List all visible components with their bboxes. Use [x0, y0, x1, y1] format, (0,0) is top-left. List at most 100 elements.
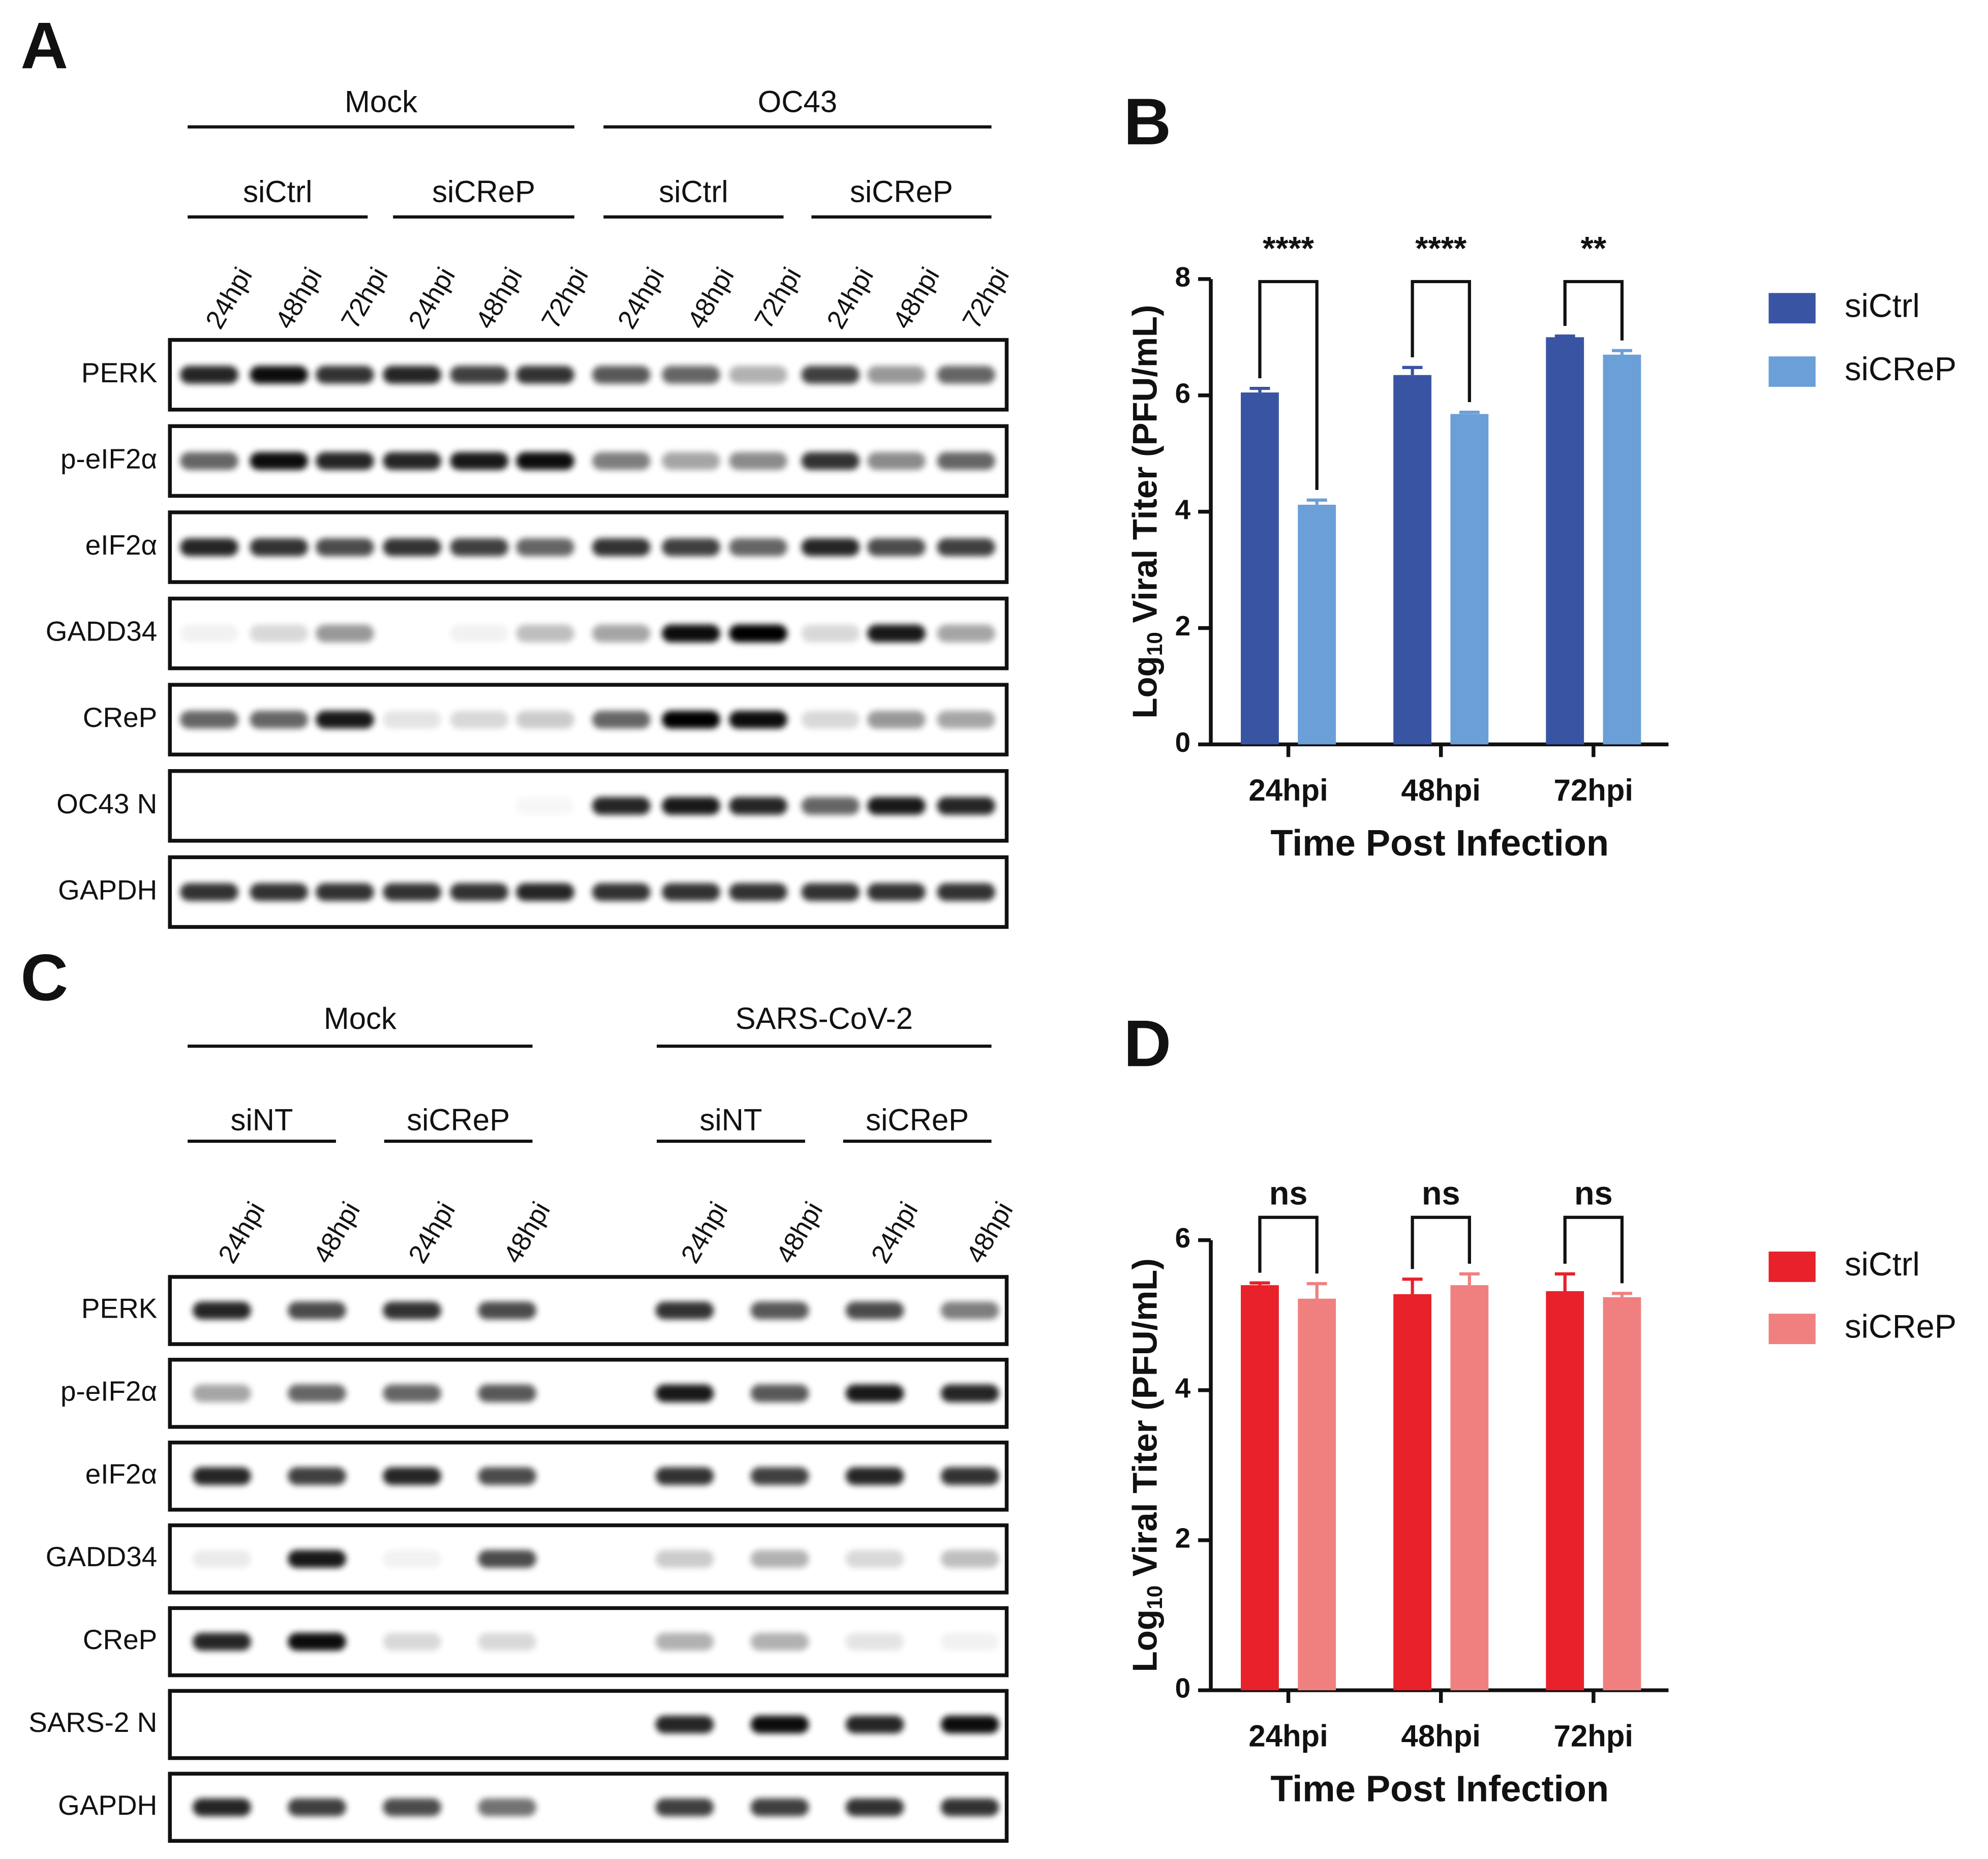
y-tick-label: 4 [1175, 1372, 1191, 1404]
panel-label: A [20, 9, 68, 82]
lane-label: 48hpi [470, 263, 528, 334]
significance-label: ns [1574, 1174, 1613, 1211]
band [193, 1633, 251, 1651]
band [288, 1467, 346, 1485]
row-label: PERK [81, 1293, 157, 1324]
significance-bracket [1411, 280, 1471, 403]
row-label: eIF2α [85, 1458, 157, 1489]
band [450, 624, 509, 643]
band [801, 711, 860, 729]
band [316, 624, 374, 643]
band [450, 538, 509, 556]
bar [1241, 392, 1279, 745]
band [383, 883, 442, 901]
error-bar [1306, 498, 1327, 505]
y-axis-label-subscript: 10 [1143, 632, 1167, 656]
band [250, 452, 309, 470]
band [250, 365, 309, 384]
row-label: CReP [83, 1624, 157, 1655]
legend-swatch [1768, 293, 1816, 324]
band [845, 1550, 904, 1568]
band [801, 538, 860, 556]
band [845, 1715, 904, 1733]
band [867, 797, 926, 815]
band [180, 538, 238, 556]
band [801, 883, 860, 901]
band [655, 1384, 714, 1403]
x-tick-label: 72hpi [1554, 1719, 1633, 1753]
band [662, 365, 720, 384]
significance-bracket [1258, 1215, 1319, 1274]
lane-label: 72hpi [957, 263, 1015, 334]
subgroup-label: siCReP [432, 175, 535, 209]
band [940, 1715, 999, 1733]
y-axis-label-part: Viral Titer (PFU/mL) [1126, 305, 1164, 623]
y-axis-label-part: Log [1126, 1609, 1164, 1672]
band [937, 452, 995, 470]
band [655, 1550, 714, 1568]
band [655, 1798, 714, 1816]
band [516, 365, 574, 384]
band [867, 624, 926, 643]
band [478, 1301, 537, 1320]
y-axis-label: Log10 Viral Titer (PFU/mL) [1126, 305, 1167, 719]
band [250, 538, 309, 556]
band [937, 883, 995, 901]
band [478, 1633, 537, 1651]
legend-swatch [1768, 1314, 1816, 1345]
significance-label: ns [1269, 1174, 1308, 1211]
band [250, 624, 309, 643]
band [516, 797, 574, 815]
significance-label: **** [1415, 230, 1467, 267]
lane-label: 72hpi [536, 263, 594, 334]
legend-swatch [1768, 356, 1816, 387]
subgroup-label: siCReP [850, 175, 953, 209]
significance-label: **** [1263, 230, 1314, 267]
row-label: SARS-2 N [28, 1706, 157, 1738]
x-axis-label: Time Post Infection [1270, 823, 1609, 864]
band [193, 1798, 251, 1816]
error-bar [1402, 1277, 1423, 1294]
band [662, 883, 720, 901]
band [180, 452, 238, 470]
row-label: PERK [81, 357, 157, 388]
band [383, 1633, 442, 1651]
band [845, 1467, 904, 1485]
y-tick-label: 2 [1175, 610, 1191, 642]
band [867, 883, 926, 901]
band [662, 711, 720, 729]
lane-label: 24hpi [612, 263, 670, 334]
error-bar [1402, 365, 1423, 375]
band [383, 365, 442, 384]
subgroup-label: siCReP [407, 1103, 510, 1137]
band [592, 538, 651, 556]
band [655, 1467, 714, 1485]
band [592, 711, 651, 729]
band [288, 1384, 346, 1403]
bar [1546, 1291, 1584, 1691]
band [801, 797, 860, 815]
legend-label: siCReP [1845, 350, 1956, 387]
error-bar [1612, 1292, 1632, 1297]
band [478, 1798, 537, 1816]
lane-label: 72hpi [336, 263, 394, 334]
y-axis-label-part: Log [1126, 656, 1164, 718]
significance-bracket [1563, 1215, 1624, 1284]
band [750, 1384, 809, 1403]
band [316, 452, 374, 470]
y-axis-label: Log10 Viral Titer (PFU/mL) [1126, 1258, 1167, 1672]
band [193, 1384, 251, 1403]
band [750, 1550, 809, 1568]
band [940, 1798, 999, 1816]
band [288, 1301, 346, 1320]
band [655, 1633, 714, 1651]
y-axis-label-subscript: 10 [1143, 1586, 1167, 1609]
row-label: CReP [83, 702, 157, 733]
lane-label: 24hpi [403, 1197, 461, 1268]
band [801, 452, 860, 470]
band [867, 538, 926, 556]
y-axis-label-part: Viral Titer (PFU/mL) [1126, 1258, 1164, 1576]
error-bar [1612, 349, 1632, 355]
subgroup-label: siCReP [866, 1103, 969, 1137]
band [180, 365, 238, 384]
